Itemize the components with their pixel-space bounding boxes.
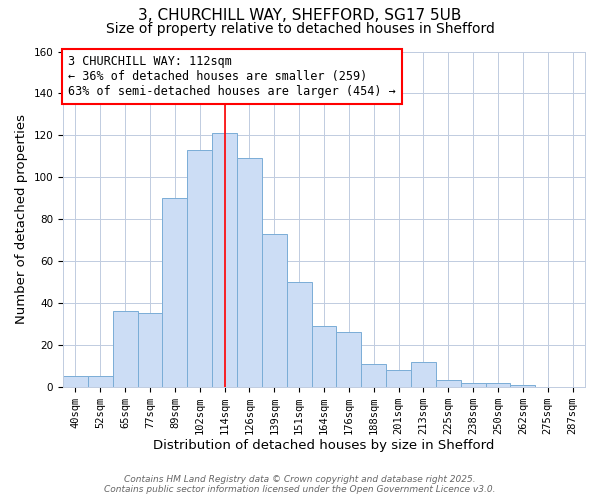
Bar <box>187 150 212 386</box>
Bar <box>212 133 237 386</box>
Bar <box>137 314 163 386</box>
Bar <box>485 382 511 386</box>
Bar <box>361 364 386 386</box>
Text: Contains HM Land Registry data © Crown copyright and database right 2025.
Contai: Contains HM Land Registry data © Crown c… <box>104 474 496 494</box>
Bar <box>411 362 436 386</box>
Text: 3, CHURCHILL WAY, SHEFFORD, SG17 5UB: 3, CHURCHILL WAY, SHEFFORD, SG17 5UB <box>139 8 461 22</box>
Bar <box>287 282 311 387</box>
Bar <box>163 198 187 386</box>
Bar <box>88 376 113 386</box>
Bar <box>337 332 361 386</box>
Bar <box>237 158 262 386</box>
X-axis label: Distribution of detached houses by size in Shefford: Distribution of detached houses by size … <box>154 440 495 452</box>
Y-axis label: Number of detached properties: Number of detached properties <box>15 114 28 324</box>
Bar <box>63 376 88 386</box>
Bar <box>113 312 137 386</box>
Bar <box>262 234 287 386</box>
Bar <box>511 384 535 386</box>
Bar <box>436 380 461 386</box>
Text: Size of property relative to detached houses in Shefford: Size of property relative to detached ho… <box>106 22 494 36</box>
Bar <box>461 382 485 386</box>
Bar <box>311 326 337 386</box>
Bar <box>386 370 411 386</box>
Text: 3 CHURCHILL WAY: 112sqm
← 36% of detached houses are smaller (259)
63% of semi-d: 3 CHURCHILL WAY: 112sqm ← 36% of detache… <box>68 55 396 98</box>
